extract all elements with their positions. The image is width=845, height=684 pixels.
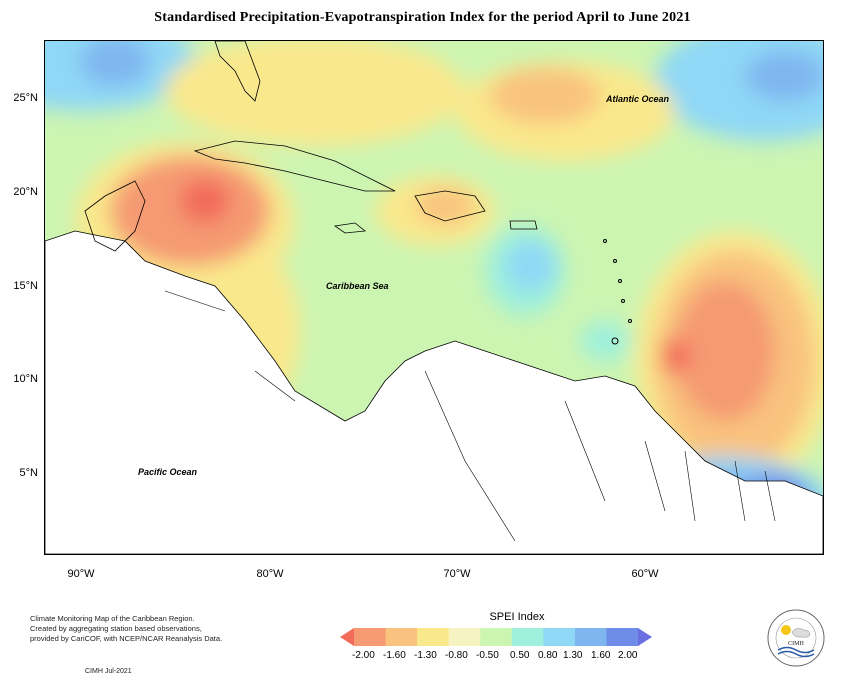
map-title: Standardised Precipitation-Evapotranspir…: [154, 10, 691, 25]
legend-left-arrow: [340, 628, 354, 646]
legend-swatch: [511, 628, 544, 646]
legend-swatch: [606, 628, 639, 646]
legend-break: -1.60: [383, 650, 406, 661]
legend-swatch: [448, 628, 481, 646]
legend-break: 1.60: [591, 650, 611, 661]
credits-line: Created by aggregating station based obs…: [30, 624, 202, 633]
lat-tick: 15°N: [13, 280, 38, 292]
legend-break: 0.80: [538, 650, 558, 661]
legend-swatch: [480, 628, 513, 646]
lon-tick: 80°W: [256, 568, 284, 580]
spei-map-canvas: [45, 41, 823, 554]
pacific-ocean-label: Pacific Ocean: [138, 467, 198, 477]
lon-tick: 90°W: [67, 568, 95, 580]
lat-tick: 10°N: [13, 373, 38, 385]
legend-colorbar: [340, 628, 652, 646]
lon-tick: 60°W: [631, 568, 659, 580]
legend-swatch: [417, 628, 450, 646]
legend-break: 0.50: [510, 650, 530, 661]
legend-swatch: [354, 628, 387, 646]
legend-break: -2.00: [352, 650, 375, 661]
legend-break: 1.30: [563, 650, 583, 661]
credits: Climate Monitoring Map of the Caribbean …: [30, 614, 222, 644]
legend-swatch: [574, 628, 607, 646]
logo-text: CIMH: [788, 641, 804, 647]
legend-break: -0.50: [476, 650, 499, 661]
credits-stamp: CIMH Jul-2021: [85, 668, 132, 675]
legend-right-arrow: [638, 628, 652, 646]
legend-break: -1.30: [414, 650, 437, 661]
atlantic-ocean-label: Atlantic Ocean: [606, 94, 670, 104]
lon-tick: 70°W: [443, 568, 471, 580]
credits-line: Climate Monitoring Map of the Caribbean …: [30, 614, 195, 623]
spei-map: [44, 40, 824, 555]
credits-line: provided by CariCOF, with NCEP/NCAR Rean…: [30, 634, 223, 643]
legend-title: SPEI Index: [489, 611, 545, 623]
cimh-logo: CIMH: [767, 609, 825, 667]
lat-tick: 5°N: [19, 467, 38, 479]
legend-break: -0.80: [445, 650, 468, 661]
lat-tick: 20°N: [13, 186, 38, 198]
legend-swatch: [543, 628, 576, 646]
legend-break: 2.00: [618, 650, 638, 661]
lat-tick: 25°N: [13, 92, 38, 104]
legend-swatch: [385, 628, 418, 646]
caribbean-sea-label: Caribbean Sea: [326, 281, 389, 291]
